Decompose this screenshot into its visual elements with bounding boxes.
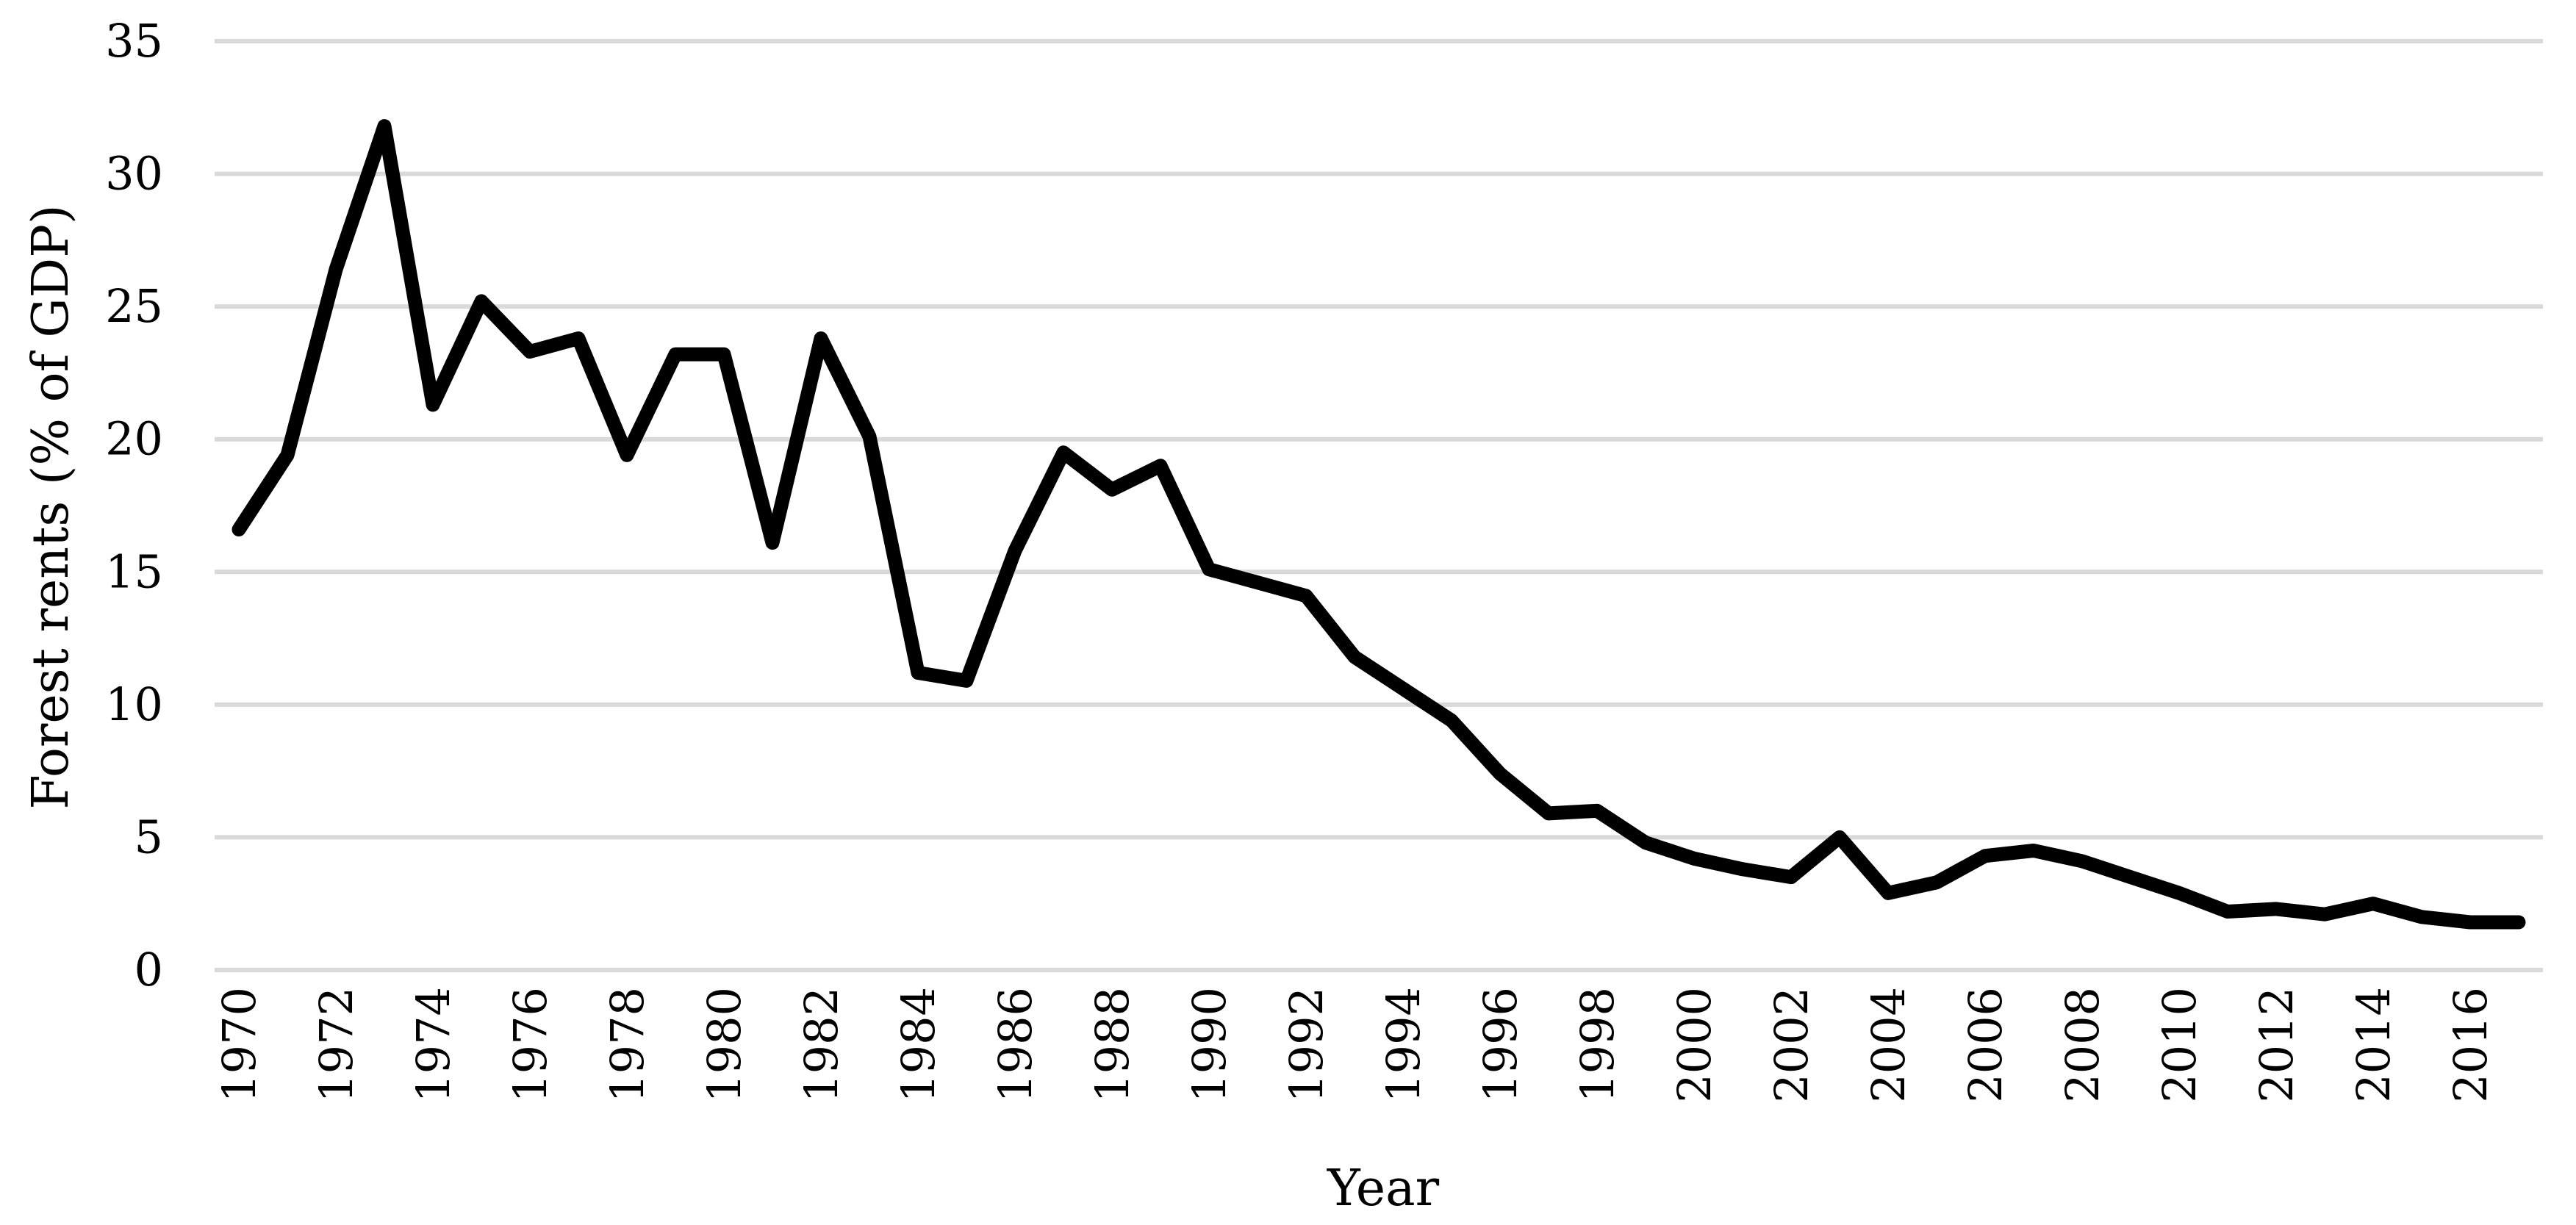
x-tick-label: 2008 bbox=[2056, 987, 2109, 1103]
x-tick-label: 1976 bbox=[503, 987, 557, 1103]
x-tick-label: 2012 bbox=[2250, 987, 2303, 1103]
x-tick-label: 2010 bbox=[2153, 987, 2206, 1103]
x-tick-label: 1980 bbox=[697, 987, 751, 1103]
y-tick-label: 15 bbox=[105, 545, 163, 598]
x-axis-title: Year bbox=[1327, 1160, 1440, 1218]
x-tick-label: 1996 bbox=[1474, 987, 1527, 1103]
x-tick-label: 1988 bbox=[1086, 987, 1139, 1103]
y-tick-label: 5 bbox=[134, 810, 163, 863]
y-tick-label: 0 bbox=[134, 943, 163, 996]
y-tick-label: 30 bbox=[105, 147, 163, 201]
series-line-0 bbox=[232, 119, 2526, 930]
x-tick-label: 1990 bbox=[1183, 987, 1236, 1103]
x-tick-label: 1992 bbox=[1280, 987, 1333, 1103]
x-tick-label: 1986 bbox=[989, 987, 1042, 1103]
x-tick-label: 2000 bbox=[1668, 987, 1721, 1103]
x-tick-label: 1982 bbox=[794, 987, 848, 1103]
x-tick-label: 1994 bbox=[1377, 987, 1430, 1103]
y-axis-title: Forest rents (% of GDP) bbox=[22, 205, 80, 810]
x-tick-label: 1970 bbox=[212, 987, 266, 1103]
x-axis-tick-labels: 1970 1972 1974 1976 1978 1980 1982 1984 1986 1988… bbox=[212, 987, 2497, 1103]
x-tick-label: 2014 bbox=[2347, 987, 2400, 1103]
x-tick-label: 2004 bbox=[1862, 987, 1915, 1103]
x-tick-label: 1978 bbox=[600, 987, 654, 1103]
y-tick-label: 20 bbox=[105, 412, 163, 466]
x-tick-label: 2002 bbox=[1765, 987, 1818, 1103]
x-tick-label: 1974 bbox=[406, 987, 460, 1103]
y-tick-label: 25 bbox=[105, 279, 163, 333]
x-tick-label: 1984 bbox=[891, 987, 945, 1103]
y-tick-label: 10 bbox=[105, 678, 163, 731]
x-tick-label: 1998 bbox=[1571, 987, 1624, 1103]
x-tick-label: 2016 bbox=[2444, 987, 2497, 1103]
y-tick-label: 35 bbox=[105, 14, 163, 68]
y-axis-tick-labels: 0 5 10 15 20 25 30 35 bbox=[105, 14, 163, 996]
x-tick-label: 1972 bbox=[309, 987, 363, 1103]
x-tick-label: 2006 bbox=[1959, 987, 2012, 1103]
gridlines bbox=[215, 39, 2543, 840]
series-group bbox=[232, 119, 2526, 930]
